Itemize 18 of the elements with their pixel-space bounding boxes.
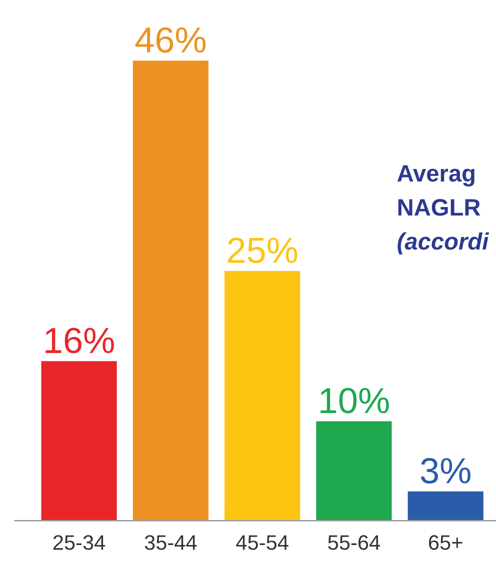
x-tick-label: 35-44 xyxy=(144,535,197,550)
x-tick-label: 65+ xyxy=(428,535,462,550)
annotation: NAGLR xyxy=(398,199,480,216)
bar xyxy=(131,59,210,521)
data-label: 25% xyxy=(228,238,298,264)
bar xyxy=(40,360,118,521)
data-label: 16% xyxy=(46,328,114,354)
bar xyxy=(223,270,302,521)
x-tick-label: 45-54 xyxy=(236,535,288,550)
data-label: 10% xyxy=(320,388,389,414)
annotation: Averag xyxy=(397,165,474,186)
x-tick-label: 25-34 xyxy=(53,535,106,550)
bar xyxy=(314,420,394,521)
data-label: 3% xyxy=(420,458,470,484)
x-tick-label: 55-64 xyxy=(328,535,380,550)
data-label: 46% xyxy=(135,27,206,53)
bar xyxy=(406,490,485,521)
annotation: (accordi xyxy=(398,232,490,254)
